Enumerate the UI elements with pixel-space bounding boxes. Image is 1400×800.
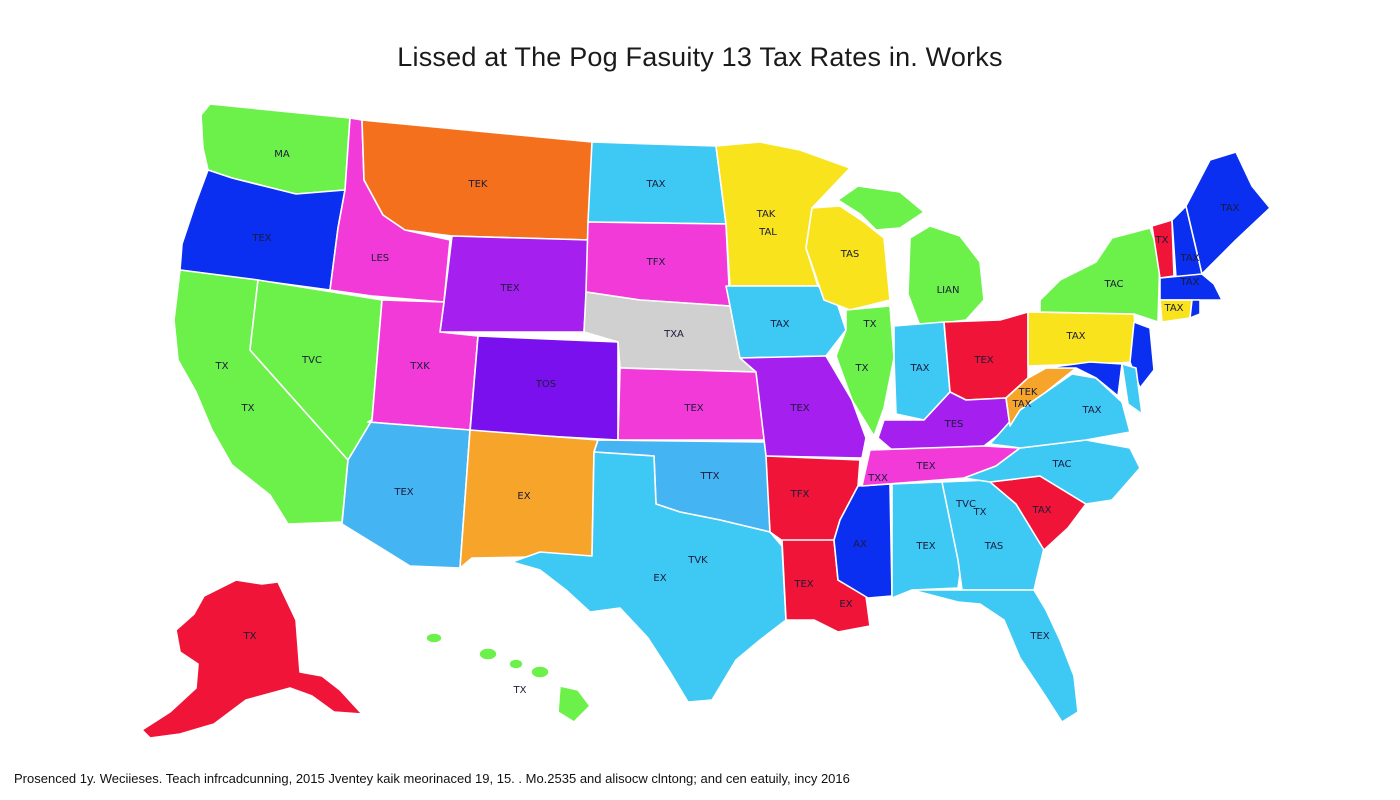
state-fl[interactable] xyxy=(911,589,1079,723)
state-label-mn: TAK xyxy=(756,209,776,220)
state-label-pa: TAX xyxy=(1065,331,1085,342)
state-wv[interactable] xyxy=(1005,367,1077,427)
state-label-wa: MA xyxy=(274,149,290,160)
state-label-ca2: TX xyxy=(241,403,255,414)
state-label-ny: TAC xyxy=(1104,279,1124,290)
state-label-mt: TEK xyxy=(468,179,488,190)
state-label-wv: TEK xyxy=(1018,387,1038,398)
state-label-wy: TEX xyxy=(499,283,519,294)
state-label-mn2: TAL xyxy=(758,227,777,238)
state-md[interactable] xyxy=(1045,361,1123,397)
state-label-oh: TEX xyxy=(973,355,993,366)
state-ny[interactable] xyxy=(1039,227,1161,323)
state-label-fl: TEX xyxy=(1029,631,1049,642)
state-label-ok: TTX xyxy=(700,471,720,482)
state-wi[interactable] xyxy=(805,205,891,311)
state-label-ks: TEX xyxy=(683,403,703,414)
state-label-ca: TX xyxy=(215,361,229,372)
state-label-nv: TVC xyxy=(301,355,322,366)
state-label-ia: TAX xyxy=(769,319,789,330)
state-label-nh: TAX xyxy=(1179,253,1199,264)
state-label-wv2: TAX xyxy=(1011,399,1031,410)
state-label-al: TEX xyxy=(915,541,935,552)
state-ms[interactable] xyxy=(833,483,893,599)
state-mo[interactable] xyxy=(739,355,867,459)
state-label-ar: TFX xyxy=(790,489,810,500)
state-label-id: LES xyxy=(371,253,389,264)
state-label-wi: TAS xyxy=(840,249,860,260)
state-ma[interactable] xyxy=(1159,273,1223,301)
state-label-in: TAX xyxy=(909,363,929,374)
state-label-me: TAX xyxy=(1219,203,1239,214)
state-label-tn2: TXX xyxy=(867,473,888,484)
state-label-nm: EX xyxy=(517,491,530,502)
state-label-nc2: TVC xyxy=(955,499,976,510)
state-label-ut: TXK xyxy=(409,361,430,372)
state-label-ak: TX xyxy=(243,631,257,642)
state-label-ms: AX xyxy=(853,539,867,550)
state-label-il2: TX xyxy=(855,363,869,374)
state-nc[interactable] xyxy=(963,439,1141,505)
state-label-la: TEX xyxy=(793,579,813,590)
state-label-or: TEX xyxy=(251,233,271,244)
state-label-nd: TAX xyxy=(645,179,665,190)
state-label-la2: EX xyxy=(839,599,852,610)
state-label-va: TAX xyxy=(1081,405,1101,416)
state-label-co: TOS xyxy=(535,379,556,390)
state-label-vt: TX xyxy=(1155,235,1169,246)
state-label-tx: EX xyxy=(653,573,666,584)
state-label-nc: TAC xyxy=(1052,459,1072,470)
footer-note: Prosenced 1y. Weciieses. Teach infrcadcu… xyxy=(14,771,850,786)
state-label-ma: TAX xyxy=(1179,277,1199,288)
state-label-ky: TES xyxy=(944,419,964,430)
state-label-tn: TEX xyxy=(915,461,935,472)
state-label-az: TEX xyxy=(393,487,413,498)
state-mi-upper[interactable] xyxy=(837,185,925,231)
state-label-ct: TAX xyxy=(1163,303,1183,314)
state-label-tx2: TVK xyxy=(687,555,708,566)
state-hi[interactable] xyxy=(425,632,591,723)
state-tx[interactable] xyxy=(511,451,787,703)
map-title: Lissed at The Pog Fasuity 13 Tax Rates i… xyxy=(397,42,1003,72)
state-mi[interactable] xyxy=(907,225,985,327)
state-label-mo: TEX xyxy=(789,403,809,414)
state-label-il: TX xyxy=(863,319,877,330)
state-wy[interactable] xyxy=(439,235,591,333)
state-label-mi: LIAN xyxy=(937,285,960,296)
state-label-sc: TAX xyxy=(1031,505,1051,516)
state-label-hi: TX xyxy=(513,685,527,696)
state-ri[interactable] xyxy=(1189,299,1201,319)
state-label-ga: TAS xyxy=(984,541,1004,552)
state-de[interactable] xyxy=(1121,363,1143,415)
state-label-nc3: TX xyxy=(973,507,987,518)
state-me[interactable] xyxy=(1185,151,1271,275)
state-ak[interactable] xyxy=(141,579,363,739)
state-label-sd: TFX xyxy=(646,257,666,268)
state-label-ne: TXA xyxy=(663,329,684,340)
state-il[interactable] xyxy=(835,305,895,437)
